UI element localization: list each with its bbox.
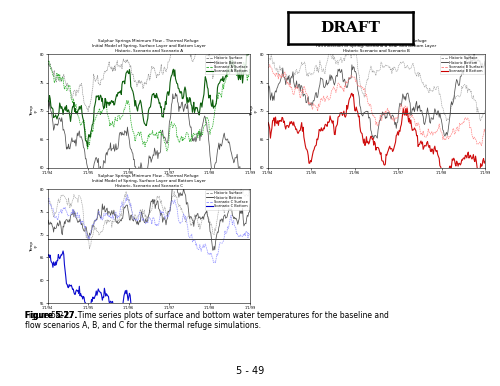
Text: DRAFT: DRAFT xyxy=(320,21,380,35)
Text: Figure 5-27.   Time series plots of surface and bottom water temperatures for th: Figure 5-27. Time series plots of surfac… xyxy=(25,311,389,330)
Title: Sulphur Springs Minimum Flow - Thermal Refuge
Initial Model of Spring, Surface L: Sulphur Springs Minimum Flow - Thermal R… xyxy=(92,39,206,53)
Text: 5 - 49: 5 - 49 xyxy=(236,366,264,376)
Y-axis label: Temp
°F: Temp °F xyxy=(250,105,258,117)
Legend: Historic Surface, Historic Bottom, Scenario B Surface, Scenario B Bottom: Historic Surface, Historic Bottom, Scena… xyxy=(440,55,484,74)
Title: Sulphur Springs Minimum Flow - Thermal Refuge
Initial Model of Spring, Surface L: Sulphur Springs Minimum Flow - Thermal R… xyxy=(92,174,206,188)
Y-axis label: Temp
°F: Temp °F xyxy=(30,240,38,252)
Text: Figure 5-27.: Figure 5-27. xyxy=(25,311,77,320)
Text: Figure 5-27.: Figure 5-27. xyxy=(25,311,77,320)
Title: Sulphur Springs Minimum Flow - Thermal Refuge
Fall Inflection of Spring, Scenari: Sulphur Springs Minimum Flow - Thermal R… xyxy=(316,39,436,53)
Y-axis label: Temp
°F: Temp °F xyxy=(30,105,38,117)
Legend: Historic Surface, Historic Bottom, Scenario A Surface, Scenario A Bottom: Historic Surface, Historic Bottom, Scena… xyxy=(206,55,249,74)
Legend: Historic Surface, Historic Bottom, Scenario C Surface, Scenario C Bottom: Historic Surface, Historic Bottom, Scena… xyxy=(205,190,249,210)
